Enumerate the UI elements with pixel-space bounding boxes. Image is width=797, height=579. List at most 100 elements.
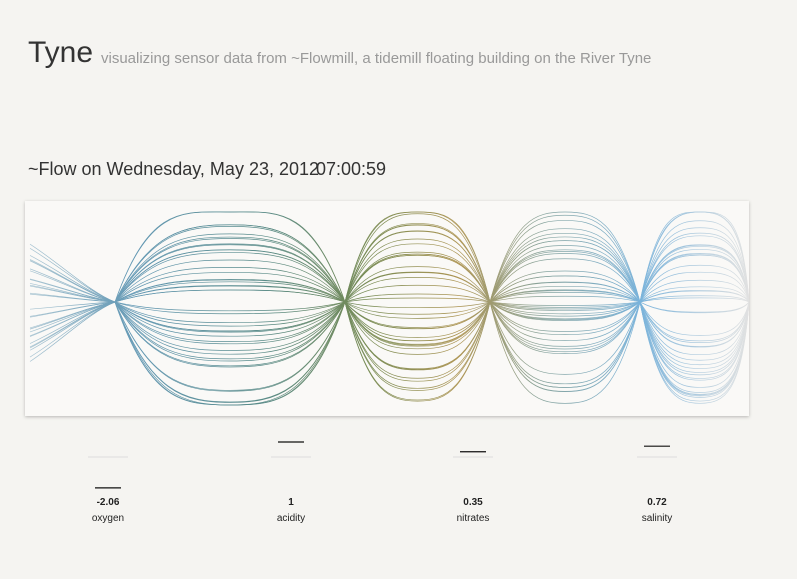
flow-line — [114, 272, 346, 303]
flow-line — [114, 301, 346, 333]
sensor-label: nitrates — [457, 513, 490, 524]
sensor-label: salinity — [642, 513, 673, 524]
flow-line — [114, 281, 346, 303]
flow-line — [489, 301, 641, 321]
flow-line — [344, 301, 491, 389]
flow-line — [489, 292, 641, 303]
flow-line — [344, 284, 491, 303]
flow-line — [489, 301, 641, 388]
flow-line — [29, 270, 116, 303]
flow-line — [489, 289, 641, 303]
flow-line — [344, 301, 491, 350]
flow-line — [489, 301, 641, 308]
flow-line — [639, 271, 750, 303]
flow-line — [344, 301, 491, 346]
flow-line — [489, 236, 641, 303]
flow-line — [344, 224, 491, 303]
sensor-value: 0.72 — [647, 497, 667, 508]
flow-line — [489, 301, 641, 306]
flow-line — [29, 293, 116, 303]
flow-line — [639, 301, 750, 361]
flow-line — [344, 301, 491, 342]
flow-line — [489, 301, 641, 321]
flow-line — [639, 301, 750, 342]
flow-line — [639, 301, 750, 336]
flow-line — [114, 301, 346, 342]
flow-line — [489, 249, 641, 303]
flow-line — [114, 301, 346, 312]
flow-line — [344, 297, 491, 303]
flow-line — [344, 301, 491, 402]
flow-line — [344, 211, 491, 303]
flow-line — [489, 240, 641, 303]
flow-line — [344, 301, 491, 309]
flow-line — [344, 301, 491, 319]
flow-panel — [25, 201, 749, 416]
flow-line — [489, 301, 641, 335]
flow-line — [639, 232, 750, 303]
flow-line — [639, 220, 750, 303]
flow-line — [114, 285, 346, 303]
flow-line — [639, 264, 750, 303]
flow-line — [344, 293, 491, 303]
flow-line — [639, 295, 750, 303]
flow-line — [489, 251, 641, 303]
flow-line — [114, 278, 346, 303]
flow-line — [489, 290, 641, 303]
flow-line — [489, 295, 641, 303]
flow-line — [639, 254, 750, 303]
subtitle: visualizing sensor data from ~Flowmill, … — [101, 50, 651, 67]
flow-line — [489, 232, 641, 303]
flow-line — [489, 301, 641, 375]
sensors: -2.06 oxygen 1 acidity 0.35 nitrates 0.72 salin… — [88, 441, 677, 524]
flow-line — [639, 301, 750, 388]
flow-line — [114, 249, 346, 303]
flow-line — [639, 290, 750, 303]
flow-line — [344, 254, 491, 303]
flow-line — [344, 301, 491, 347]
flow-line — [114, 301, 346, 362]
flow-line — [344, 301, 491, 379]
flow-time: 07:00:59 — [316, 159, 386, 179]
flow-line — [114, 301, 346, 337]
flow-line — [489, 214, 641, 303]
flow-line — [344, 238, 491, 303]
flow-line — [114, 238, 346, 303]
flow-line — [639, 301, 750, 404]
flow-line — [489, 211, 641, 303]
flow-line — [639, 252, 750, 303]
flow-line — [29, 301, 116, 310]
flow-line — [639, 301, 750, 366]
flow-line — [639, 301, 750, 379]
flow-line — [114, 301, 346, 392]
flow-line — [344, 301, 491, 355]
flow-line — [344, 251, 491, 303]
flow-line — [489, 301, 641, 315]
flow-line — [639, 301, 750, 314]
flow-line — [489, 301, 641, 311]
sensor-value: -2.06 — [97, 497, 120, 508]
flow-line — [114, 301, 346, 406]
flow-line — [489, 258, 641, 303]
flow-line — [489, 301, 641, 385]
flow-line — [489, 285, 641, 303]
sensor-value: 1 — [288, 497, 294, 508]
flow-line — [639, 244, 750, 303]
flow-line — [489, 220, 641, 303]
flow-line — [344, 266, 491, 303]
flow-field — [29, 211, 750, 406]
flow-line — [114, 301, 346, 367]
flow-line — [489, 301, 641, 317]
sensor-label: oxygen — [92, 513, 124, 524]
flow-line — [114, 211, 346, 303]
flow-line — [344, 301, 491, 315]
flow-line — [639, 211, 750, 303]
flow-line — [489, 301, 641, 347]
flow-line — [344, 301, 491, 401]
flow-line — [639, 279, 750, 303]
flow-line — [489, 270, 641, 303]
flow-line — [114, 285, 346, 303]
flow-line — [29, 279, 116, 303]
flow-line — [344, 277, 491, 303]
